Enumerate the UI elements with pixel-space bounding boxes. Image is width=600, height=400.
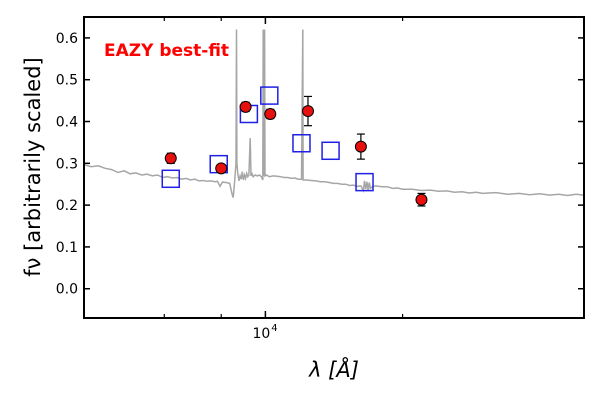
chart-annotation: EAZY best-fit <box>104 41 229 61</box>
x-axis-label: λ [Å] <box>308 356 359 382</box>
y-tick-label: 0.0 <box>56 282 78 298</box>
observed-flux-point <box>354 140 367 153</box>
observed-flux-point <box>301 105 314 118</box>
x-axis-title: λ [Å] <box>308 356 359 382</box>
model-flux-box <box>321 141 340 161</box>
x-tick-label-exponent: 4 <box>271 323 277 334</box>
y-axis-label: fν [arbitrarily scaled] <box>21 57 45 276</box>
x-tick-label: 10 <box>252 326 270 342</box>
y-tick-label: 0.3 <box>56 156 78 172</box>
model-flux-box <box>355 172 374 192</box>
model-flux-box <box>292 134 311 153</box>
model-flux-box <box>260 86 279 105</box>
y-tick-label: 0.4 <box>56 115 78 131</box>
observed-flux-point <box>239 100 252 113</box>
observed-flux-point <box>215 162 228 175</box>
observed-flux-point <box>415 193 428 206</box>
model-spectrum-line <box>83 29 585 198</box>
y-tick-label: 0.1 <box>56 240 78 256</box>
y-tick-label: 0.6 <box>56 31 78 47</box>
observed-flux-point <box>164 152 177 165</box>
observed-flux-point <box>264 107 277 120</box>
axis-ticks: 0.0 0.1 0.2 0.3 0.4 0.5 0.6 10 4 <box>56 17 584 342</box>
plot-frame <box>83 16 585 319</box>
y-tick-label: 0.5 <box>56 73 78 89</box>
y-tick-label: 0.2 <box>56 198 78 214</box>
plot-area <box>83 29 585 207</box>
model-flux-box <box>161 169 181 189</box>
observed-layer <box>164 95 428 207</box>
y-axis-title: fν [arbitrarily scaled] <box>21 57 45 276</box>
spectrum-layer <box>83 29 585 198</box>
